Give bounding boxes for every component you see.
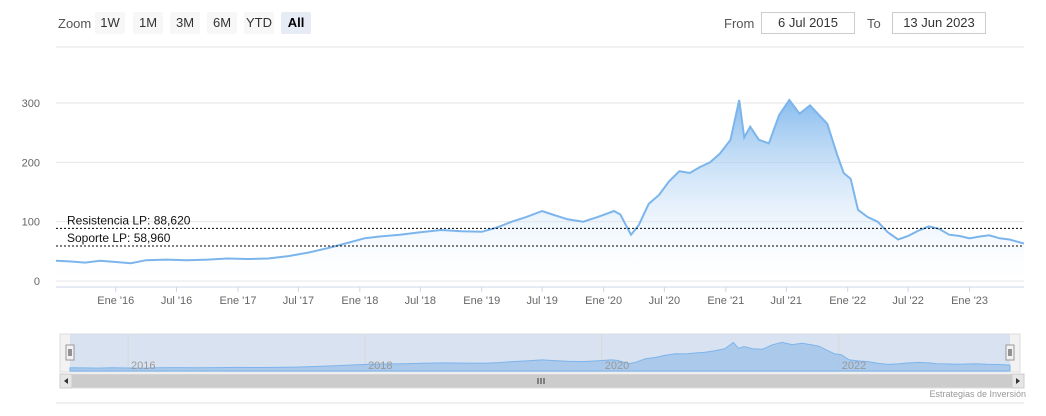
x-tick-label: Ene '22 <box>829 295 866 307</box>
y-tick-label: 300 <box>22 98 40 110</box>
x-tick-label: Jul '16 <box>161 295 192 307</box>
from-label: From <box>724 16 755 31</box>
to-label: To <box>867 16 881 31</box>
navigator-series <box>69 341 1011 372</box>
arrow-right-icon <box>1016 378 1020 384</box>
price-area <box>56 100 1024 281</box>
x-tick-label: Jul '18 <box>405 295 436 307</box>
navigator-handle-left[interactable] <box>65 344 75 361</box>
zoom-label: Zoom <box>58 16 92 31</box>
x-tick-label: Ene '19 <box>463 295 500 307</box>
x-tick-label: Jul '20 <box>649 295 680 307</box>
navigator-tick-label: 2022 <box>842 360 866 372</box>
x-tick-label: Ene '23 <box>951 295 988 307</box>
y-tick-label: 0 <box>34 276 40 288</box>
x-tick-label: Ene '17 <box>219 295 256 307</box>
x-tick-label: Jul '17 <box>283 295 314 307</box>
x-tick-label: Ene '20 <box>585 295 622 307</box>
navigator-tick-label: 2018 <box>368 360 392 372</box>
x-tick-label: Jul '21 <box>771 295 802 307</box>
x-tick-label: Ene '16 <box>97 295 134 307</box>
navigator-tick-label: 2020 <box>605 360 629 372</box>
zoom-button-1w[interactable]: 1W <box>95 12 125 34</box>
y-tick-label: 100 <box>22 217 40 229</box>
x-tick-label: Jul '22 <box>892 295 923 307</box>
plot-line-label: Resistencia LP: 88,620 <box>67 213 191 227</box>
navigator[interactable]: 2016 2018 2020 2022 <box>59 333 1021 373</box>
x-tick-label: Jul '19 <box>526 295 557 307</box>
y-axis-labels: 0 100 200 300 <box>22 98 40 288</box>
to-date-input[interactable] <box>892 12 986 34</box>
scrollbar[interactable] <box>59 373 1025 389</box>
navigator-handle-right[interactable] <box>1005 344 1015 361</box>
from-date-input[interactable] <box>761 12 855 34</box>
credits-text[interactable]: Estrategias de Inversión <box>929 389 1026 399</box>
scrollbar-thumb[interactable] <box>71 374 1013 388</box>
zoom-button-all[interactable]: All <box>281 12 311 34</box>
zoom-button-6m[interactable]: 6M <box>207 12 237 34</box>
price-line <box>55 98 1025 265</box>
zoom-button-1m[interactable]: 1M <box>133 12 163 34</box>
x-tick-label: Ene '18 <box>341 295 378 307</box>
arrow-left-icon <box>64 378 68 384</box>
x-tick-label: Ene '21 <box>707 295 744 307</box>
zoom-button-ytd[interactable]: YTD <box>244 12 274 34</box>
y-tick-label: 200 <box>22 157 40 169</box>
navigator-tick-label: 2016 <box>131 360 155 372</box>
x-axis-labels: Ene '16 Jul '16 Ene '17 Jul '17 Ene '18 Jul '… <box>97 287 988 307</box>
zoom-button-3m[interactable]: 3M <box>170 12 200 34</box>
plot-line-label: Soporte LP: 58,960 <box>67 231 171 245</box>
support-resistance-lines: Resistencia LP: 88,620 Soporte LP: 58,960 <box>56 213 1024 247</box>
navigator-labels: 2016 2018 2020 2022 <box>131 360 866 372</box>
